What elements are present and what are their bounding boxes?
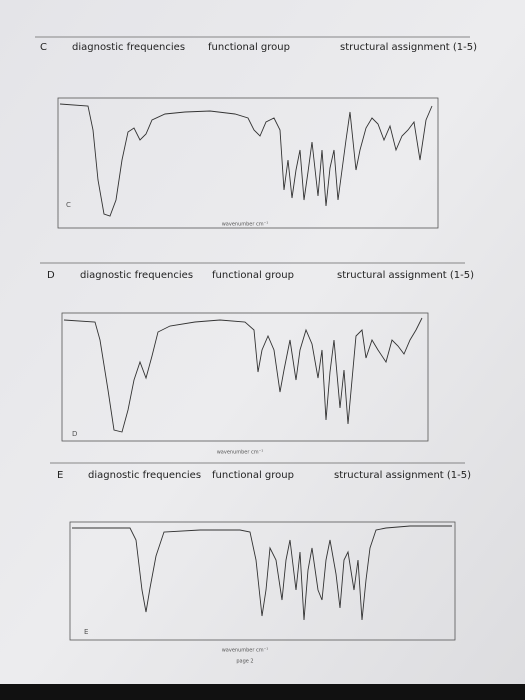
spectrum-frame <box>69 521 456 641</box>
column-header: structural assignment (1-5) <box>340 42 477 53</box>
spectrum-frame <box>61 312 429 442</box>
section-letter: E <box>57 470 63 481</box>
spectrum-label: E <box>84 628 88 636</box>
column-header: functional group <box>212 270 294 281</box>
spectrum-frame <box>57 97 439 229</box>
axis-label: wavenumber cm⁻¹ <box>222 648 269 654</box>
spectrum-label: C <box>66 201 71 209</box>
column-header: functional group <box>212 470 294 481</box>
column-header: functional group <box>208 42 290 53</box>
axis-label: wavenumber cm⁻¹ <box>217 450 264 456</box>
ir-spectrum <box>72 525 452 621</box>
column-header: diagnostic frequencies <box>80 270 193 281</box>
column-header: diagnostic frequencies <box>72 42 185 53</box>
desk-edge <box>0 684 525 700</box>
axis-label: wavenumber cm⁻¹ <box>222 222 269 228</box>
column-header: structural assignment (1-5) <box>334 470 471 481</box>
section-letter: D <box>47 270 55 281</box>
page-number: page 2 <box>236 659 253 665</box>
spectrum-label: D <box>72 430 77 438</box>
section-letter: C <box>40 42 47 53</box>
ir-spectrum <box>63 317 423 433</box>
column-header: structural assignment (1-5) <box>337 270 474 281</box>
column-header: diagnostic frequencies <box>88 470 201 481</box>
ir-spectrum <box>59 103 433 217</box>
